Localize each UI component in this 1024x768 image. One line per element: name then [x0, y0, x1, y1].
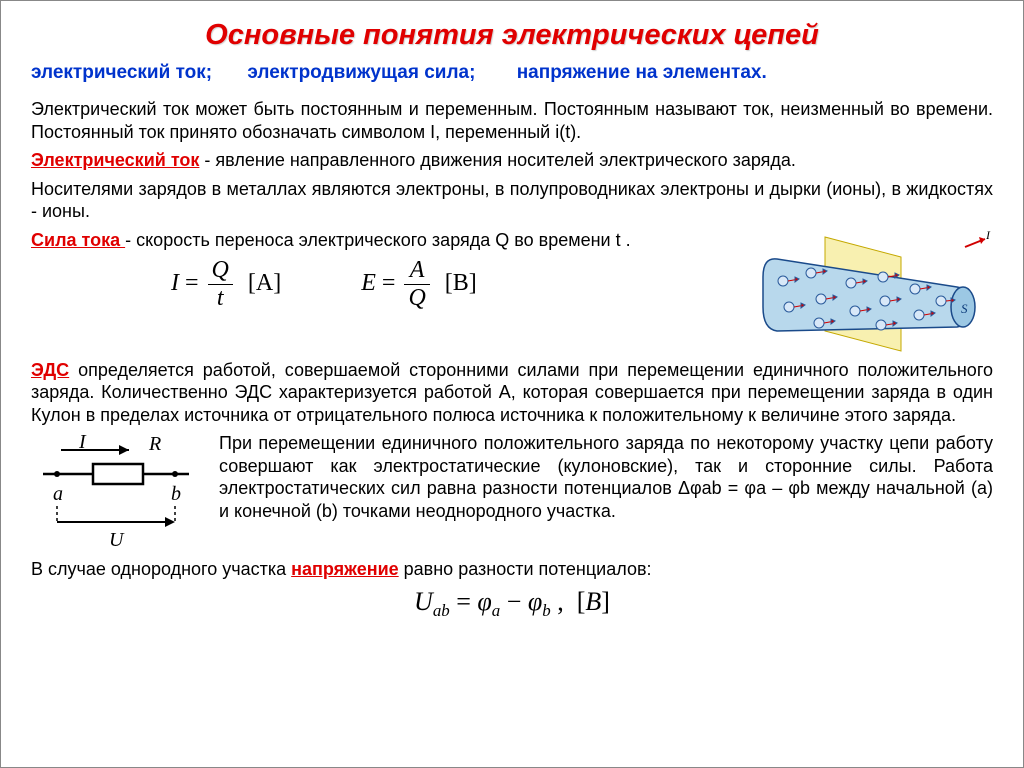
subhead-emf: электродвижущая сила;	[247, 62, 475, 84]
subhead-voltage: напряжение на элементах.	[517, 62, 767, 84]
term-current-strength: Сила тока	[31, 230, 125, 250]
cylinder-diagram: S I	[733, 229, 993, 359]
term-emf: ЭДС	[31, 360, 69, 380]
paragraph-def-current: Электрический ток - явление направленног…	[31, 149, 993, 172]
paragraph-work: При перемещении единичного положительног…	[219, 432, 993, 522]
formula-row: I = Qt [A] E = AQ [B]	[31, 257, 717, 312]
subheading-row: электрический ток; электродвижущая сила;…	[31, 62, 993, 84]
voltage-pre: В случае однородного участка	[31, 559, 291, 579]
paragraph-emf: ЭДС определяется работой, совершаемой ст…	[31, 359, 993, 427]
svg-text:R: R	[148, 433, 161, 455]
subhead-current: электрический ток;	[31, 62, 212, 84]
paragraph-current-strength: Сила тока - скорость переноса электричес…	[31, 229, 717, 252]
paragraph-intro: Электрический ток может быть постоянным …	[31, 98, 993, 143]
paragraph-carriers: Носителями зарядов в металлах являются э…	[31, 178, 993, 223]
def-current-strength: - скорость переноса электрического заряд…	[125, 230, 631, 250]
formula-voltage: Uab = φa − φb , [B]	[31, 587, 993, 621]
formula-E: E = AQ [B]	[361, 257, 477, 312]
formula-E-lhs: E	[361, 270, 376, 296]
svg-text:b: b	[171, 483, 181, 505]
formula-I-num: Q	[208, 257, 233, 285]
def-electric-current: - явление направленного движения носител…	[199, 150, 796, 170]
svg-text:U: U	[109, 529, 125, 551]
formula-E-den: Q	[404, 285, 429, 312]
circuit-diagram: I R a b U	[31, 432, 201, 552]
svg-text:I: I	[985, 229, 991, 242]
term-electric-current: Электрический ток	[31, 150, 199, 170]
term-voltage: напряжение	[291, 559, 399, 579]
svg-text:a: a	[53, 483, 63, 505]
formula-I-lhs: I	[171, 270, 179, 296]
voltage-post: равно разности потенциалов:	[399, 559, 652, 579]
formula-E-unit: [B]	[445, 270, 477, 296]
def-emf: определяется работой, совершаемой сторон…	[31, 360, 993, 425]
paragraph-voltage-def: В случае однородного участка напряжение …	[31, 558, 993, 581]
formula-I-unit: [A]	[248, 270, 281, 296]
page-title: Основные понятия электрических цепей	[31, 19, 993, 52]
formula-E-num: A	[404, 257, 429, 285]
formula-I: I = Qt [A]	[171, 257, 281, 312]
formula-I-den: t	[208, 285, 233, 312]
svg-text:S: S	[961, 301, 968, 316]
